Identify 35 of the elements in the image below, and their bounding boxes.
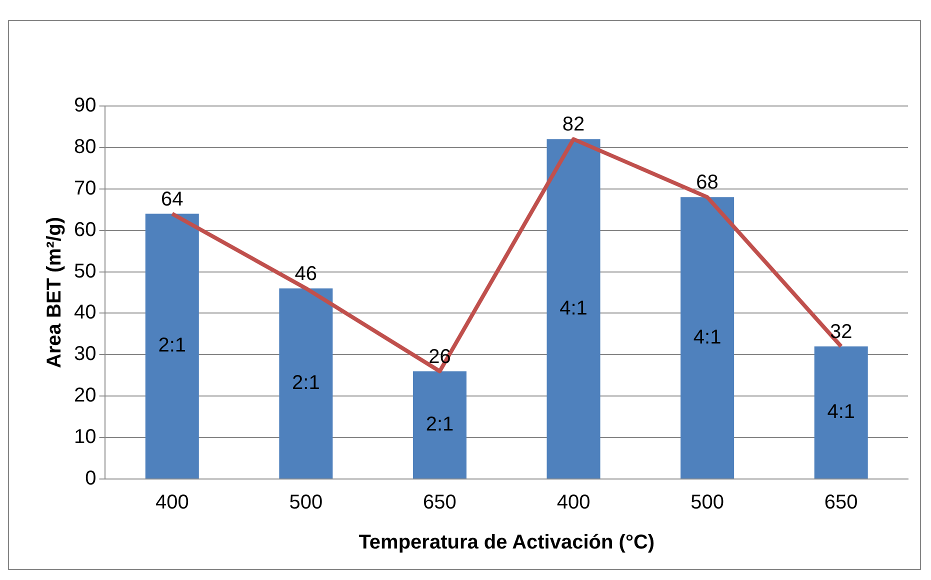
bar [279,288,333,478]
annotation: 4:1 [827,400,856,423]
y-tick-label: 80 [74,136,96,158]
bar [814,346,868,478]
data-label: 68 [696,172,718,194]
bar [546,139,600,478]
x-tick-label: 500 [289,492,323,514]
data-label: 82 [562,114,585,136]
data-label: 46 [294,262,318,285]
y-tick-label: 10 [74,426,96,448]
bar [412,371,466,478]
x-tick-label: 500 [690,492,724,514]
x-tick-label: 650 [824,492,858,514]
x-tick-label: 650 [423,492,456,514]
annotation: 2:1 [158,334,186,357]
y-tick-label: 30 [74,343,96,366]
y-tick-label: 70 [74,177,96,200]
annotation: 4:1 [560,297,588,320]
annotation: 4:1 [693,326,722,348]
y-tick-label: 60 [74,218,96,241]
bar [145,214,199,478]
annotation: 2:1 [426,413,454,436]
y-tick-label: 40 [74,302,96,324]
data-label: 64 [161,188,184,210]
x-tick-label: 400 [155,492,189,514]
y-tick-label: 20 [74,384,96,407]
bar [680,197,734,478]
y-axis-title: Area BET (m²/g) [44,216,66,368]
y-tick-label: 0 [85,468,96,490]
annotation: 2:1 [292,372,320,394]
y-tick-label: 50 [74,260,96,282]
y-tick-label: 90 [74,94,96,117]
data-label: 32 [830,320,852,343]
x-axis-title: Temperatura de Activación (°C) [358,532,655,554]
x-tick-label: 400 [556,492,590,514]
